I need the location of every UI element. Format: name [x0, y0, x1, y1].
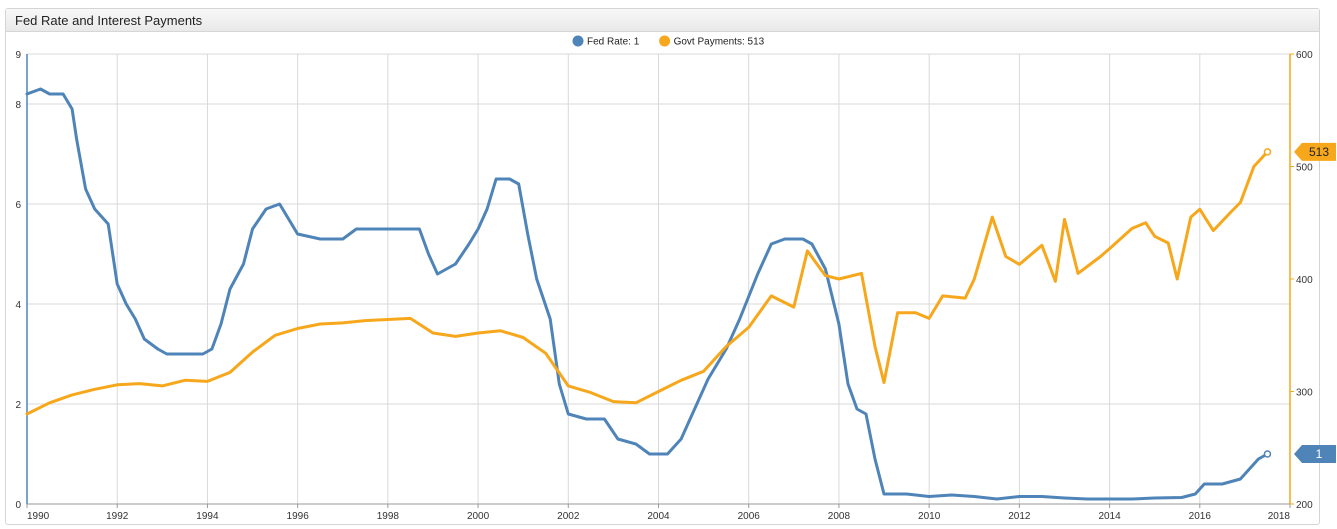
- x-tick-label: 2012: [1008, 511, 1031, 522]
- x-tick-label: 1994: [196, 511, 219, 522]
- chart-widget: Fed Rate and Interest Payments: [5, 8, 1320, 525]
- x-tick-label: 1996: [287, 511, 310, 522]
- x-tick-label: 1990: [27, 511, 50, 522]
- govt-payments-end-flag: [1294, 142, 1336, 161]
- fed-rate-end-label: 1: [1316, 447, 1323, 461]
- x-tick-label: 2018: [1268, 511, 1291, 522]
- govt-payments-last-point: [1263, 148, 1272, 156]
- x-tick-label: 2006: [738, 511, 761, 522]
- x-tick-label: 2000: [467, 511, 490, 522]
- x-tick-label: 2002: [557, 511, 580, 522]
- y-right-tick-label: 500: [1296, 163, 1313, 174]
- x-tick-label: 1992: [106, 511, 129, 522]
- fed-rate-end-flag: [1294, 445, 1336, 463]
- fed-rate-line: [25, 87, 1269, 501]
- govt-payments-line: [25, 150, 1269, 416]
- fed-rate-last-point: [1263, 450, 1272, 458]
- chart-title: Fed Rate and Interest Payments: [15, 13, 203, 28]
- y-right-tick-label: 200: [1296, 500, 1313, 511]
- x-tick-label: 2014: [1098, 511, 1121, 522]
- widget-header: Fed Rate and Interest Payments: [6, 9, 1319, 32]
- y-left-tick-label: 8: [15, 100, 21, 111]
- x-tick-label: 2016: [1189, 511, 1212, 522]
- y-left-tick-label: 0: [15, 500, 21, 511]
- legend-label: Fed Rate: 1: [587, 37, 640, 48]
- legend-marker: [659, 35, 671, 47]
- x-tick-label: 1998: [377, 511, 400, 522]
- y-right-tick-label: 300: [1296, 388, 1313, 399]
- y-right-tick-label: 400: [1296, 275, 1313, 286]
- legend-label: Govt Payments: 513: [674, 37, 765, 48]
- x-tick-label: 2004: [647, 511, 670, 522]
- govt-payments-end-label: 513: [1309, 145, 1329, 159]
- y-left-tick-label: 9: [15, 50, 21, 61]
- y-left-tick-label: 2: [15, 400, 21, 411]
- x-tick-label: 2010: [918, 511, 941, 522]
- y-right-tick-label: 600: [1296, 50, 1313, 61]
- y-left-tick-label: 6: [15, 200, 21, 211]
- x-tick-label: 2008: [828, 511, 851, 522]
- legend-marker: [572, 35, 584, 47]
- y-left-tick-label: 4: [15, 300, 21, 311]
